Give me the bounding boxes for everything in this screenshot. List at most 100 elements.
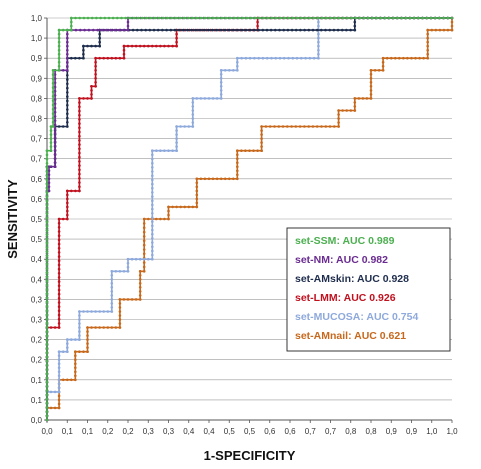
roc-point (94, 77, 97, 80)
roc-point (195, 201, 199, 205)
roc-point (49, 137, 53, 140)
roc-point (308, 16, 312, 20)
roc-point (106, 326, 110, 329)
roc-point (381, 56, 385, 60)
roc-point (151, 224, 154, 228)
roc-curves (45, 16, 454, 422)
roc-point (122, 56, 126, 60)
legend-colon: : (348, 330, 354, 342)
roc-point (57, 230, 61, 233)
roc-point (45, 246, 49, 249)
roc-point (438, 28, 442, 32)
roc-point (94, 326, 97, 329)
roc-point (57, 272, 61, 275)
roc-point (159, 149, 162, 152)
roc-point (165, 28, 168, 32)
roc-point (74, 354, 77, 358)
legend-colon: : (330, 254, 336, 266)
roc-point (51, 125, 55, 128)
roc-point (199, 97, 203, 100)
roc-point (260, 129, 263, 132)
roc-point (145, 16, 148, 20)
roc-point (70, 378, 73, 382)
roc-point (122, 298, 126, 301)
roc-point (175, 36, 178, 40)
roc-point (66, 108, 69, 111)
x-axis-title: 1-SPECIFICITY (204, 448, 296, 463)
roc-point (126, 44, 130, 48)
roc-point (78, 105, 81, 109)
roc-point (45, 317, 49, 321)
roc-point (151, 237, 154, 240)
legend-entry: set-NM: AUC 0.982 (295, 254, 388, 266)
roc-point (57, 362, 61, 366)
roc-point (45, 229, 49, 232)
roc-point (53, 157, 57, 160)
roc-point (138, 278, 142, 281)
roc-point (47, 173, 51, 177)
y-tick-label: 0,4 (31, 255, 43, 264)
roc-point (49, 133, 53, 136)
roc-point (66, 60, 69, 64)
roc-point (47, 189, 51, 193)
roc-point (66, 36, 69, 40)
roc-point (102, 56, 105, 60)
roc-point (70, 189, 73, 193)
roc-point (178, 16, 182, 20)
roc-point (233, 16, 236, 20)
roc-point (74, 370, 77, 374)
roc-point (228, 28, 231, 32)
roc-point (78, 160, 81, 163)
roc-point (277, 125, 281, 128)
roc-point (219, 28, 223, 32)
roc-point (410, 56, 413, 60)
roc-point (66, 346, 69, 349)
roc-point (98, 56, 101, 60)
y-tick-label: 0,3 (31, 316, 43, 325)
roc-point (82, 350, 85, 354)
x-tick-label: 0,9 (406, 427, 418, 436)
roc-point (57, 317, 61, 321)
legend-auc: AUC 0.989 (342, 235, 394, 247)
roc-point (53, 144, 57, 148)
roc-point (78, 139, 81, 142)
roc-point (57, 251, 61, 254)
roc-point (57, 226, 61, 229)
roc-point (78, 155, 81, 159)
roc-point (195, 97, 199, 100)
roc-point (57, 52, 61, 56)
roc-point (219, 81, 223, 84)
roc-point (98, 36, 101, 40)
roc-point (110, 274, 114, 277)
roc-point (273, 125, 276, 128)
roc-point (337, 125, 340, 128)
roc-point (78, 310, 81, 313)
roc-point (57, 358, 61, 362)
roc-point (304, 16, 307, 20)
roc-point (134, 298, 138, 301)
roc-point (78, 126, 81, 130)
roc-point (252, 149, 255, 152)
legend-auc: AUC 0.754 (366, 311, 418, 323)
roc-point (118, 326, 122, 329)
roc-point (317, 36, 320, 40)
roc-point (175, 129, 178, 132)
roc-point (369, 69, 373, 72)
roc-point (211, 97, 215, 100)
roc-point (256, 149, 259, 152)
roc-point (450, 16, 454, 20)
roc-point (113, 28, 117, 32)
roc-point (151, 216, 154, 219)
roc-point (57, 40, 61, 44)
roc-point (138, 270, 142, 273)
roc-point (167, 205, 170, 209)
roc-point (173, 28, 177, 32)
roc-point (107, 16, 111, 20)
roc-point (66, 201, 69, 205)
roc-point (414, 56, 417, 60)
roc-point (295, 16, 299, 20)
roc-point (118, 322, 122, 325)
roc-point (240, 28, 244, 32)
legend-series-name: set-NM (295, 254, 330, 266)
